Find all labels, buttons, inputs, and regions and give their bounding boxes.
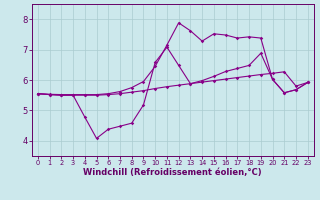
X-axis label: Windchill (Refroidissement éolien,°C): Windchill (Refroidissement éolien,°C) xyxy=(84,168,262,177)
